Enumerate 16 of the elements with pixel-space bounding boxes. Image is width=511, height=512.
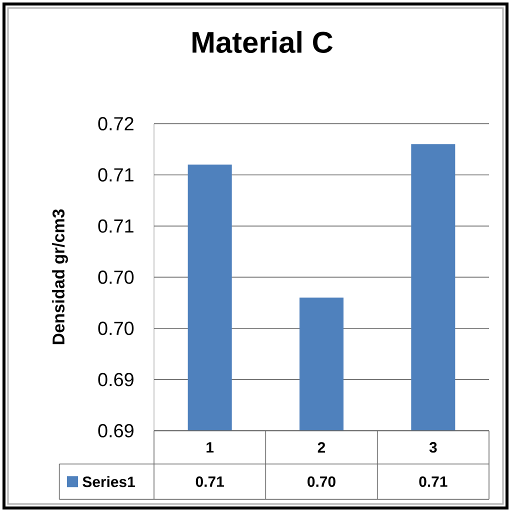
- legend-label: Series1: [82, 476, 135, 488]
- chart-title: Material C: [192, 31, 333, 53]
- data-label: 0.70: [308, 476, 336, 487]
- data-label: 0.71: [196, 476, 224, 487]
- y-tick-label: 0.69: [98, 424, 134, 438]
- y-tick-label: 0.70: [98, 322, 134, 336]
- y-tick-label: 0.71: [98, 219, 134, 233]
- x-tick-label: 3: [429, 442, 437, 453]
- y-tick-label: 0.70: [98, 270, 134, 284]
- y-tick-label: 0.71: [98, 168, 134, 182]
- y-tick-label: 0.72: [98, 117, 134, 130]
- y-axis-title: Densidad gr/cm3: [52, 209, 68, 344]
- x-tick-label: 1: [206, 442, 214, 452]
- y-tick-label: 0.69: [98, 372, 134, 386]
- x-tick-label: 2: [318, 442, 326, 453]
- data-label: 0.71: [419, 476, 448, 487]
